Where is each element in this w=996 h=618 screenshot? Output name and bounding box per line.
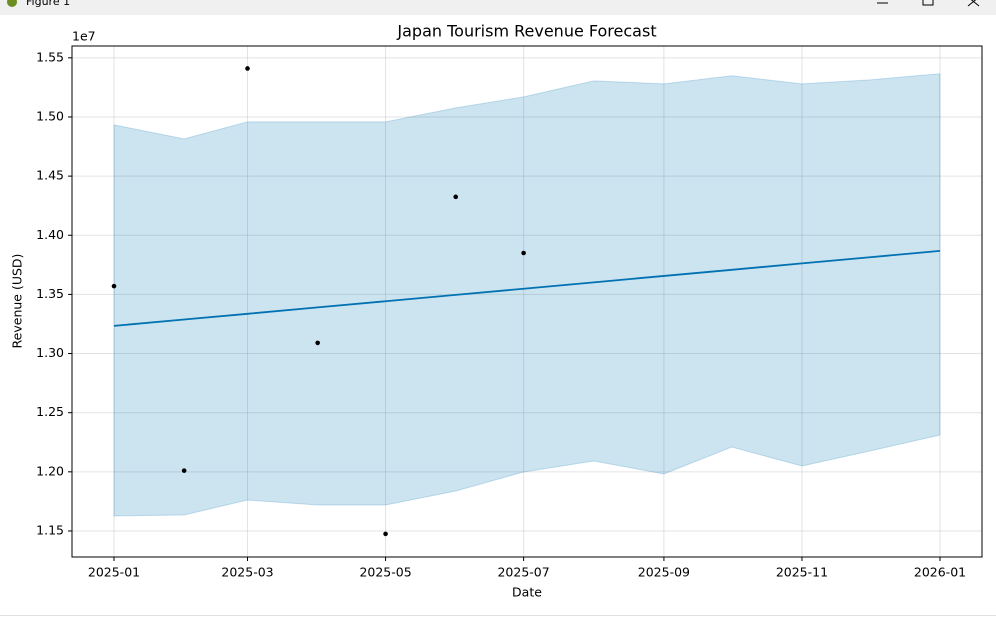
y-offset-label: 1e7 [72, 29, 96, 44]
close-button[interactable] [967, 0, 980, 7]
y-tick-label: 1.45 [36, 168, 64, 183]
actual-point [181, 468, 187, 473]
axes-frame [71, 45, 983, 558]
actual-point [521, 250, 526, 256]
chart-title: Japan Tourism Revenue Forecast [396, 22, 656, 41]
y-tick-label: 1.50 [36, 108, 64, 123]
x-tick-label: 2025-05 [359, 565, 411, 580]
y-axis-label: Revenue (USD) [10, 254, 25, 349]
confidence-band [113, 73, 941, 517]
window-title: Figure 1 [26, 0, 70, 8]
app-icon [7, 0, 17, 7]
actual-point [245, 66, 250, 71]
x-tick-label: 2025-09 [638, 565, 690, 580]
title-bar [0, 0, 996, 15]
forecast-line [113, 249, 941, 327]
maximize-button[interactable] [922, 0, 934, 6]
y-tick-label: 1.15 [36, 522, 64, 537]
x-tick-label: 2026-01 [914, 565, 966, 580]
actual-point [111, 283, 117, 289]
actual-point [315, 340, 320, 346]
y-tick-label: 1.40 [36, 227, 64, 242]
x-tick-label: 2025-07 [497, 565, 549, 580]
y-tick-label: 1.20 [36, 463, 64, 478]
x-axis-label: Date [512, 585, 542, 600]
y-tick-label: 1.25 [36, 404, 64, 419]
x-tick-label: 2025-11 [776, 565, 828, 580]
y-tick-label: 1.55 [36, 49, 64, 64]
x-tick-label: 2025-01 [88, 565, 140, 580]
x-tick-label: 2025-03 [221, 565, 273, 580]
actual-point [453, 194, 459, 200]
plot-area: 1.15 1.20 1.25 1.30 1.35 1.40 1.45 1.50 1.55 2025… [36, 45, 983, 580]
y-tick-label: 1.30 [36, 345, 64, 360]
y-tick-label: 1.35 [36, 286, 64, 301]
actual-point [383, 531, 388, 537]
